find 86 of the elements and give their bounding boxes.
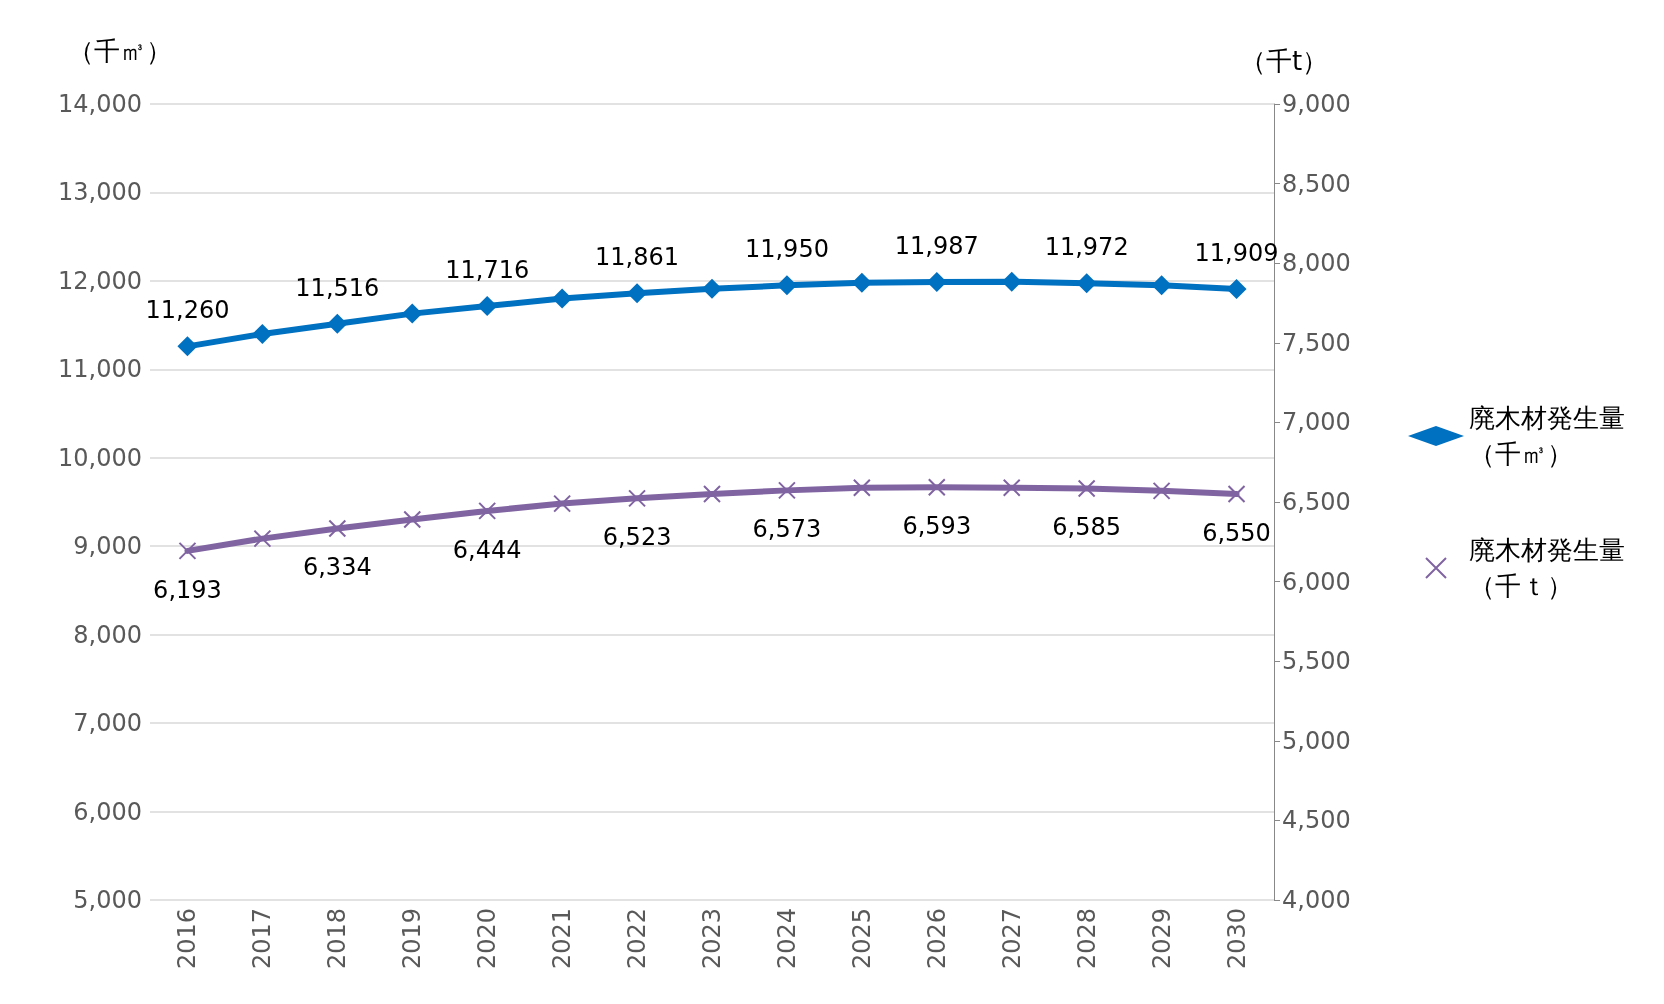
point [553,494,572,513]
data-label: 6,444 [452,535,522,564]
point [628,489,647,508]
data-label: 11,861 [595,243,680,272]
point [403,510,422,529]
y-tick-label: 6,000 [73,797,142,826]
data-label: 6,193 [153,575,222,604]
data-label: 11,909 [1194,238,1279,267]
point [702,278,722,299]
x-tick-label: 2019 [398,908,427,970]
y-tick-label: 12,000 [58,266,142,295]
y-tick-label: 9,000 [73,532,142,561]
point [402,303,423,324]
y-axis-title: （千㎥） [68,36,172,66]
x-tick-label: 2026 [922,908,951,970]
data-label: 11,516 [295,273,380,302]
data-label: 11,260 [145,296,230,325]
x-tick-label: 2020 [473,908,502,970]
x-tick-label: 2021 [548,908,577,970]
point [253,529,272,548]
data-label: 11,972 [1044,233,1129,262]
y2-tick-label: 4,500 [1282,806,1351,835]
data-label: 6,550 [1202,519,1271,548]
x-tick-label: 2030 [1222,908,1251,970]
point [776,275,797,296]
x-tick-label: 2023 [698,908,726,970]
x-tick-label: 2025 [847,908,876,970]
point [328,519,347,538]
data-label: 11,716 [445,256,530,285]
data-label: 6,585 [1052,513,1122,542]
x-tick-label: 2017 [248,908,277,970]
point [477,296,498,317]
x-tick-label: 2016 [173,908,202,970]
y2-axis-title: （千t） [1239,46,1329,76]
y2-tick-label: 5,500 [1282,647,1351,676]
point [927,478,946,497]
point [1076,273,1097,294]
y2-tick-label: 7,500 [1282,328,1351,357]
x-tick-label: 2022 [623,908,652,970]
y2-tick-label: 8,500 [1282,169,1351,198]
y2-tick-label: 7,000 [1282,408,1351,437]
point [178,541,197,560]
data-label: 6,573 [752,515,822,544]
y-tick-label: 10,000 [58,443,142,472]
x-tick-label: 2018 [323,908,352,970]
point [327,313,348,334]
point [777,481,796,500]
x-tick-label: 2024 [772,908,801,970]
data-label: 11,987 [894,232,979,261]
point [1227,485,1246,504]
y-tick-label: 11,000 [58,355,142,384]
legend-label: 廃木材発生量（千ｔ） [1469,535,1625,601]
y2-tick-label: 5,000 [1282,726,1351,755]
y-tick-label: 8,000 [73,620,142,649]
x-tick-label: 2027 [997,908,1026,970]
y-tick-label: 14,000 [58,90,142,118]
data-label: 6,523 [602,523,672,552]
y2-tick-label: 8,000 [1282,249,1351,278]
point [478,501,497,520]
point [1151,275,1172,296]
data-label: 6,334 [302,553,372,582]
point [252,323,273,344]
point [852,478,871,497]
data-label: 6,593 [902,512,972,541]
x-tick-label: 2028 [1072,908,1101,970]
x-tick-label: 2029 [1147,908,1176,970]
point [552,288,573,309]
data-label: 11,950 [744,235,829,264]
y2-tick-label: 4,000 [1282,886,1351,914]
point [627,283,648,304]
point [1077,479,1096,498]
point [1001,271,1022,292]
legend-label: 廃木材発生量（千㎥） [1469,403,1625,469]
y-tick-label: 13,000 [58,178,142,207]
y2-tick-label: 9,000 [1282,90,1351,118]
point [177,336,198,357]
point [926,272,947,293]
y2-tick-label: 6,000 [1282,567,1351,596]
y-tick-label: 5,000 [73,886,142,914]
point [1226,278,1247,299]
y2-tick-label: 6,500 [1282,488,1351,516]
point [1152,481,1171,500]
point [851,272,872,293]
y-tick-label: 7,000 [73,709,142,738]
point [703,485,721,504]
point [1002,478,1021,497]
